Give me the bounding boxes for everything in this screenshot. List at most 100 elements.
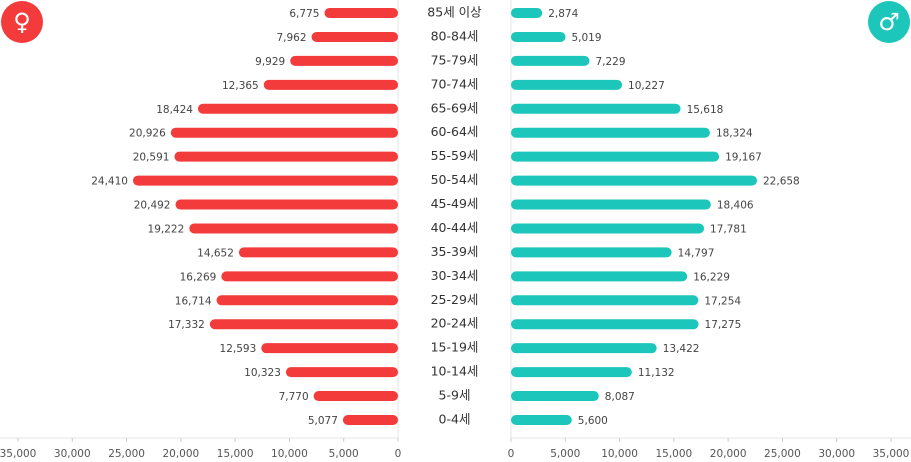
x-tick-label: 0 (395, 448, 402, 460)
legend-icon (868, 1, 910, 43)
bar (511, 271, 688, 282)
category-label: 5-9세 (439, 388, 471, 403)
value-label: 20,926 (129, 128, 166, 140)
x-tick-label: 15,000 (217, 448, 254, 460)
value-label: 20,591 (133, 152, 170, 164)
category-label: 75-79세 (431, 52, 479, 67)
category-label: 65-69세 (431, 100, 479, 115)
category-label: 50-54세 (431, 172, 479, 187)
bar (221, 271, 398, 282)
category-label: 45-49세 (431, 196, 479, 211)
x-tick-label: 15,000 (655, 448, 692, 460)
bar (511, 31, 566, 42)
value-label: 12,365 (222, 80, 259, 92)
value-label: 14,652 (197, 247, 234, 259)
x-tick-label: 35,000 (0, 448, 36, 460)
value-label: 22,658 (763, 176, 800, 188)
x-tick-label: 0 (508, 448, 515, 460)
category-label: 85세 이상 (427, 5, 482, 20)
bar (511, 319, 699, 330)
bar (209, 319, 398, 330)
category-label: 70-74세 (431, 76, 479, 91)
legend-label: ♀ (13, 8, 31, 36)
category-label: 25-29세 (431, 292, 479, 307)
bar (216, 295, 398, 306)
value-label: 16,229 (693, 271, 730, 283)
bar (511, 391, 599, 402)
value-label: 18,324 (716, 128, 753, 140)
bar (511, 103, 681, 114)
legend-icon (1, 1, 43, 43)
x-tick-label: 35,000 (873, 448, 910, 460)
bar (311, 31, 398, 42)
category-label: 80-84세 (431, 28, 479, 43)
bar (511, 199, 711, 210)
bar (174, 151, 398, 162)
legend-label: ♂ (878, 8, 900, 36)
bar (313, 391, 398, 402)
category-label: 10-14세 (431, 364, 479, 379)
bar (511, 223, 705, 234)
value-label: 14,797 (678, 247, 715, 259)
category-label: 55-59세 (431, 148, 479, 163)
value-label: 17,254 (704, 295, 741, 307)
x-tick-label: 5,000 (329, 448, 359, 460)
bar (238, 247, 398, 258)
category-label: 40-44세 (431, 220, 479, 235)
x-tick-label: 20,000 (162, 448, 199, 460)
x-tick-label: 25,000 (108, 448, 145, 460)
category-label: 35-39세 (431, 244, 479, 259)
value-label: 10,227 (628, 80, 665, 92)
value-label: 17,332 (168, 319, 205, 331)
category-label: 15-19세 (431, 340, 479, 355)
bar (170, 127, 398, 138)
value-label: 13,422 (663, 343, 700, 355)
category-label: 20-24세 (431, 316, 479, 331)
bar (511, 343, 657, 354)
value-label: 10,323 (244, 367, 281, 379)
value-label: 17,781 (710, 223, 747, 235)
value-label: 18,406 (717, 200, 754, 212)
bar (511, 151, 720, 162)
value-label: 24,410 (91, 176, 128, 188)
x-tick-label: 20,000 (710, 448, 747, 460)
bar (511, 247, 672, 258)
x-tick-label: 30,000 (54, 448, 91, 460)
category-label: 0-4세 (439, 412, 471, 427)
value-label: 7,770 (279, 391, 309, 403)
bar (511, 55, 590, 66)
value-label: 9,929 (255, 56, 285, 68)
x-tick-label: 25,000 (764, 448, 801, 460)
bar (511, 79, 623, 90)
bar (189, 223, 398, 234)
bar (511, 415, 572, 425)
bar (511, 175, 758, 186)
bar (324, 8, 398, 18)
value-label: 11,132 (638, 367, 675, 379)
value-label: 16,714 (175, 295, 212, 307)
value-label: 5,077 (308, 415, 338, 427)
bar (290, 55, 398, 66)
bar (197, 103, 398, 114)
value-label: 5,019 (571, 32, 601, 44)
value-label: 18,424 (156, 104, 193, 116)
x-tick-label: 5,000 (550, 448, 580, 460)
bar (511, 367, 632, 378)
x-tick-label: 30,000 (818, 448, 855, 460)
value-label: 7,229 (595, 56, 625, 68)
value-label: 17,275 (705, 319, 742, 331)
value-label: 12,593 (220, 343, 257, 355)
bar (263, 79, 398, 90)
value-label: 6,775 (289, 8, 319, 20)
bar (175, 199, 398, 210)
value-label: 8,087 (605, 391, 635, 403)
value-label: 19,167 (725, 152, 762, 164)
value-label: 19,222 (148, 223, 185, 235)
category-label: 60-64세 (431, 124, 479, 139)
value-label: 5,600 (578, 415, 608, 427)
value-label: 15,618 (687, 104, 724, 116)
value-label: 16,269 (180, 271, 217, 283)
x-tick-label: 10,000 (271, 448, 308, 460)
bar (511, 295, 699, 306)
